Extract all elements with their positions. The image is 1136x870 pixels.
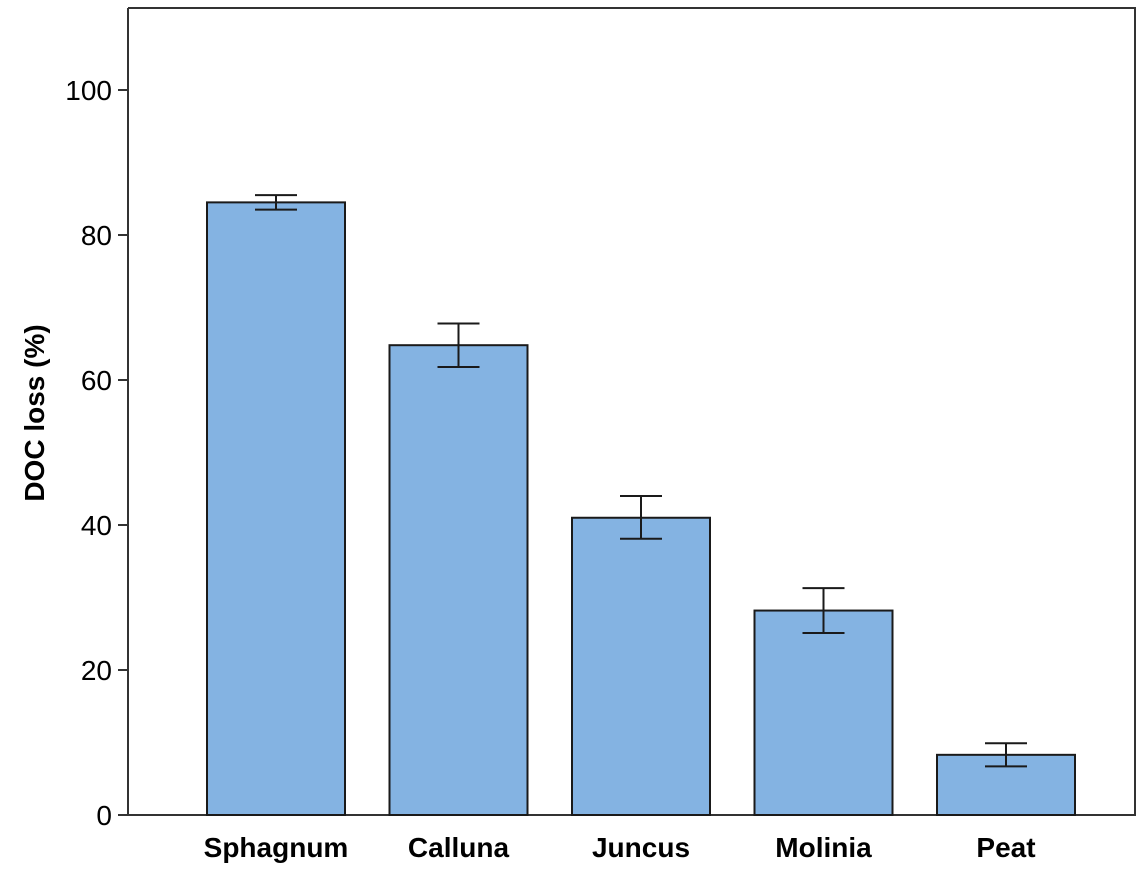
- y-tick-label: 20: [81, 655, 112, 686]
- y-tick-label: 60: [81, 365, 112, 396]
- bar: [388, 344, 529, 816]
- y-axis-label: DOC loss (%): [19, 324, 50, 501]
- error-bars: [255, 194, 1027, 768]
- y-tick-label: 40: [81, 510, 112, 541]
- bar: [571, 516, 711, 816]
- x-tick-label: Molinia: [775, 832, 872, 863]
- plot-frame: [128, 7, 1136, 815]
- tick-labels: 0 20 40 60 80 100 Sphagnum Calluna Juncus Molinia…: [65, 75, 1035, 863]
- bar: [206, 201, 346, 816]
- x-tick-label: Calluna: [408, 832, 510, 863]
- x-tick-label: Peat: [976, 832, 1035, 863]
- x-tick-label: Juncus: [592, 832, 690, 863]
- y-tick-label: 100: [65, 75, 112, 106]
- bars: [206, 201, 1076, 817]
- y-tick-label: 80: [81, 220, 112, 251]
- y-tick-label: 0: [96, 800, 112, 831]
- bar: [753, 609, 894, 816]
- x-tick-label: Sphagnum: [204, 832, 349, 863]
